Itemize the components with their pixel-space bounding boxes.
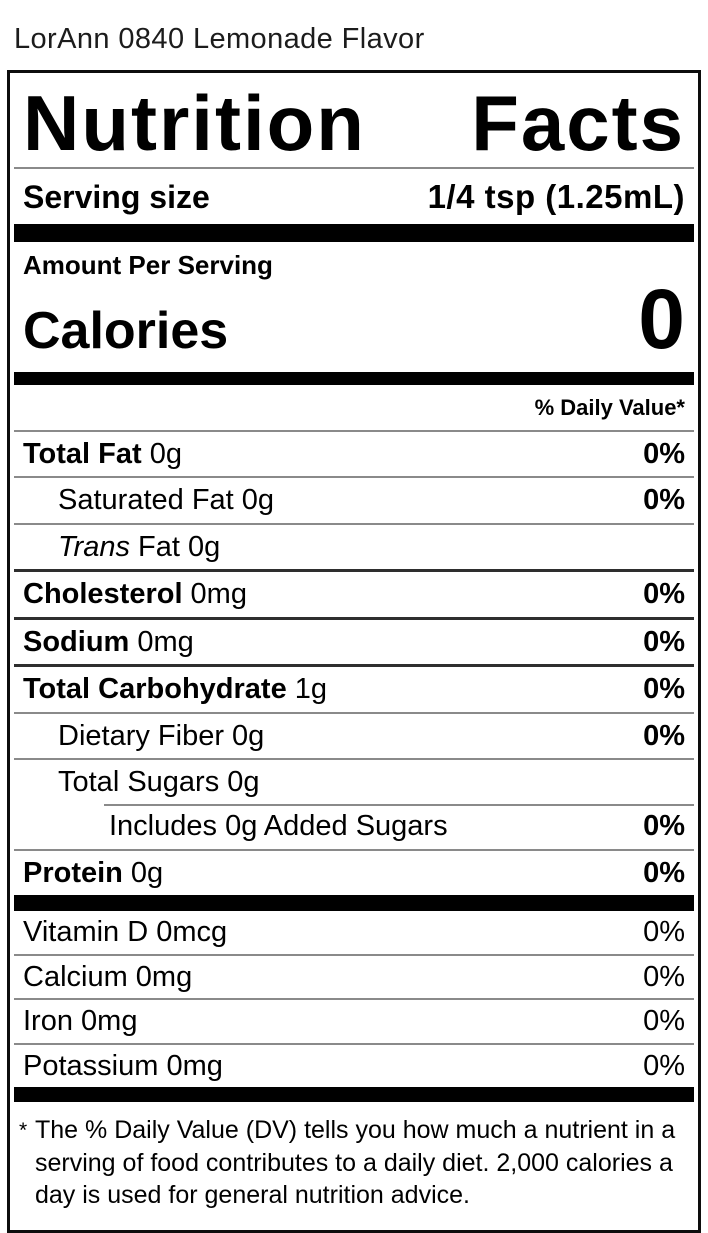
nutrient-name: Cholesterol bbox=[23, 578, 183, 611]
product-title: LorAnn 0840 Lemonade Flavor bbox=[14, 23, 425, 55]
vitamin-name: Calcium 0mg bbox=[23, 960, 193, 993]
nutrient-amount: 0mg bbox=[137, 625, 194, 658]
footnote-text: The % Daily Value (DV) tells you how muc… bbox=[35, 1116, 676, 1210]
vitamin-dv: 0% bbox=[643, 960, 685, 993]
calories-row: Calories 0 bbox=[14, 271, 694, 367]
footnote-asterisk: * bbox=[19, 1119, 28, 1143]
vitamin-row-potassium: Potassium 0mg 0% bbox=[14, 1042, 694, 1087]
nutrient-amount: 1g bbox=[294, 673, 327, 706]
section-divider-bar bbox=[14, 1087, 694, 1103]
vitamin-dv: 0% bbox=[643, 1049, 685, 1082]
section-divider-bar bbox=[14, 371, 694, 385]
nutrient-row-total-fat: Total Fat 0g 0% bbox=[14, 432, 694, 476]
nutrient-name: Total Sugars 0g bbox=[58, 766, 260, 798]
nutrient-row-added-sugars: Includes 0g Added Sugars 0% bbox=[14, 804, 694, 848]
amount-per-serving-label: Amount Per Serving bbox=[23, 250, 273, 281]
nutrient-amount: 0mg bbox=[190, 578, 247, 611]
nutrient-dv: 0% bbox=[643, 810, 685, 843]
section-divider-bar bbox=[14, 895, 694, 912]
nutrient-amount: Fat 0g bbox=[137, 530, 221, 563]
nutrient-dv: 0% bbox=[643, 625, 685, 658]
nutrient-name: Saturated Fat 0g bbox=[58, 484, 275, 517]
nutrient-name: Total Fat bbox=[23, 437, 142, 470]
vitamin-name: Potassium 0mg bbox=[23, 1049, 223, 1082]
nutrient-dv: 0% bbox=[643, 437, 685, 470]
nutrient-name-italic: Trans bbox=[58, 530, 130, 563]
vitamin-row-calcium: Calcium 0mg 0% bbox=[14, 953, 694, 998]
nutrient-name: Sodium bbox=[23, 625, 130, 658]
vitamin-row-iron: Iron 0mg 0% bbox=[14, 998, 694, 1042]
nutrient-dv: 0% bbox=[643, 578, 685, 611]
nutrient-row-saturated-fat: Saturated Fat 0g 0% bbox=[14, 476, 694, 522]
nutrition-facts-title: Nutrition Facts bbox=[14, 73, 694, 170]
calories-value: 0 bbox=[638, 271, 685, 366]
calories-label: Calories bbox=[23, 301, 229, 360]
nutrient-name: Total Carbohydrate bbox=[23, 673, 287, 706]
serving-size-label: Serving size bbox=[23, 179, 210, 216]
nutrient-row-protein: Protein 0g 0% bbox=[14, 848, 694, 895]
nutrient-name: Protein bbox=[23, 856, 123, 889]
nutrient-dv: 0% bbox=[643, 719, 685, 752]
nutrient-row-total-carbohydrate: Total Carbohydrate 1g 0% bbox=[14, 664, 694, 711]
nutrient-amount: 0g bbox=[149, 437, 182, 470]
nutrient-row-cholesterol: Cholesterol 0mg 0% bbox=[14, 569, 694, 616]
nutrient-dv: 0% bbox=[643, 856, 685, 889]
vitamin-name: Vitamin D 0mcg bbox=[23, 916, 228, 949]
nutrient-dv: 0% bbox=[643, 484, 685, 517]
nutrient-name: Dietary Fiber 0g bbox=[58, 719, 265, 752]
nutrient-row-dietary-fiber: Dietary Fiber 0g 0% bbox=[14, 711, 694, 758]
nutrition-facts-label: Nutrition Facts Serving size 1/4 tsp (1.… bbox=[7, 69, 701, 1233]
nutrient-row-sodium: Sodium 0mg 0% bbox=[14, 616, 694, 664]
vitamin-name: Iron 0mg bbox=[23, 1005, 138, 1038]
section-divider-bar bbox=[14, 224, 694, 243]
serving-size-value: 1/4 tsp (1.25mL) bbox=[427, 178, 685, 216]
vitamin-dv: 0% bbox=[643, 1005, 685, 1038]
nutrient-amount: 0g bbox=[130, 856, 164, 889]
nutrient-dv: 0% bbox=[643, 673, 685, 706]
nutrient-row-trans-fat: Trans Fat 0g bbox=[14, 522, 694, 569]
vitamin-row-vitamin-d: Vitamin D 0mcg 0% bbox=[14, 911, 694, 953]
vitamin-dv: 0% bbox=[643, 916, 685, 949]
serving-size-row: Serving size 1/4 tsp (1.25mL) bbox=[14, 169, 694, 224]
daily-value-header: % Daily Value* bbox=[14, 385, 694, 432]
nutrient-name: Includes 0g Added Sugars bbox=[109, 810, 448, 843]
nutrient-row-total-sugars: Total Sugars 0g bbox=[14, 758, 694, 804]
daily-value-footnote: * The % Daily Value (DV) tells you how m… bbox=[14, 1102, 694, 1230]
